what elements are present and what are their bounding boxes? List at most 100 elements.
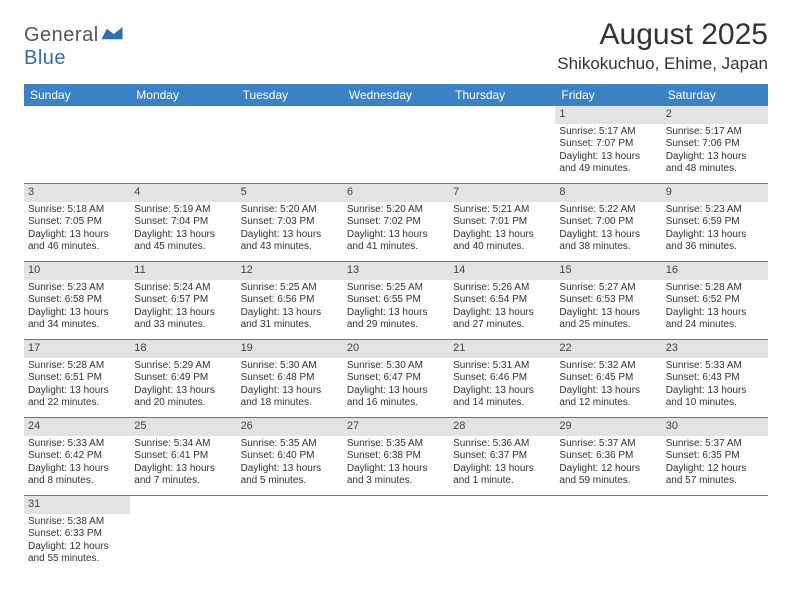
day-number: 2: [662, 106, 768, 124]
daylight-line: Daylight: 13 hours and 41 minutes.: [347, 229, 445, 254]
daylight-line: Daylight: 13 hours and 24 minutes.: [666, 307, 764, 332]
sunrise-line: Sunrise: 5:23 AM: [28, 282, 126, 295]
day-number: 8: [555, 184, 661, 202]
day-number: 4: [130, 184, 236, 202]
sunrise-line: Sunrise: 5:38 AM: [28, 516, 126, 529]
day-number: 27: [343, 418, 449, 436]
empty-cell: [555, 496, 661, 574]
day-number: 23: [662, 340, 768, 358]
day-cell: 12Sunrise: 5:25 AMSunset: 6:56 PMDayligh…: [237, 262, 343, 340]
sunset-line: Sunset: 7:04 PM: [134, 216, 232, 229]
sunrise-line: Sunrise: 5:28 AM: [28, 360, 126, 373]
day-number: 14: [449, 262, 555, 280]
sunset-line: Sunset: 6:33 PM: [28, 528, 126, 541]
weekday-header: Friday: [555, 84, 661, 106]
header: General Blue August 2025 Shikokuchuo, Eh…: [24, 18, 768, 74]
daylight-line: Daylight: 13 hours and 49 minutes.: [559, 151, 657, 176]
daylight-line: Daylight: 13 hours and 14 minutes.: [453, 385, 551, 410]
daylight-line: Daylight: 13 hours and 33 minutes.: [134, 307, 232, 332]
day-cell: 2Sunrise: 5:17 AMSunset: 7:06 PMDaylight…: [662, 106, 768, 184]
sunset-line: Sunset: 7:03 PM: [241, 216, 339, 229]
sunset-line: Sunset: 6:47 PM: [347, 372, 445, 385]
daylight-line: Daylight: 13 hours and 25 minutes.: [559, 307, 657, 332]
sunrise-line: Sunrise: 5:25 AM: [241, 282, 339, 295]
day-number: 13: [343, 262, 449, 280]
sunrise-line: Sunrise: 5:24 AM: [134, 282, 232, 295]
sunrise-line: Sunrise: 5:36 AM: [453, 438, 551, 451]
logo-part2: Blue: [24, 47, 66, 69]
location: Shikokuchuo, Ehime, Japan: [557, 54, 768, 74]
day-number: 24: [24, 418, 130, 436]
sunset-line: Sunset: 7:01 PM: [453, 216, 551, 229]
sunrise-line: Sunrise: 5:21 AM: [453, 204, 551, 217]
day-number: 15: [555, 262, 661, 280]
day-cell: 30Sunrise: 5:37 AMSunset: 6:35 PMDayligh…: [662, 418, 768, 496]
sunset-line: Sunset: 7:07 PM: [559, 138, 657, 151]
sunrise-line: Sunrise: 5:23 AM: [666, 204, 764, 217]
sunrise-line: Sunrise: 5:35 AM: [347, 438, 445, 451]
sunset-line: Sunset: 6:42 PM: [28, 450, 126, 463]
weekday-header: Sunday: [24, 84, 130, 106]
sunrise-line: Sunrise: 5:20 AM: [347, 204, 445, 217]
sunset-line: Sunset: 6:56 PM: [241, 294, 339, 307]
day-number: 18: [130, 340, 236, 358]
day-cell: 9 Sunrise: 5:23 AMSunset: 6:59 PMDaylight…: [662, 184, 768, 262]
sunset-line: Sunset: 6:45 PM: [559, 372, 657, 385]
sunset-line: Sunset: 7:02 PM: [347, 216, 445, 229]
sunrise-line: Sunrise: 5:33 AM: [666, 360, 764, 373]
day-number: 25: [130, 418, 236, 436]
day-number: 1: [555, 106, 661, 124]
sunrise-line: Sunrise: 5:18 AM: [28, 204, 126, 217]
sunset-line: Sunset: 7:00 PM: [559, 216, 657, 229]
sunrise-line: Sunrise: 5:19 AM: [134, 204, 232, 217]
sunset-line: Sunset: 6:40 PM: [241, 450, 339, 463]
day-cell: 24Sunrise: 5:33 AMSunset: 6:42 PMDayligh…: [24, 418, 130, 496]
day-cell: 1Sunrise: 5:17 AMSunset: 7:07 PMDaylight…: [555, 106, 661, 184]
month-title: August 2025: [557, 18, 768, 52]
day-cell: 21Sunrise: 5:31 AMSunset: 6:46 PMDayligh…: [449, 340, 555, 418]
daylight-line: Daylight: 13 hours and 22 minutes.: [28, 385, 126, 410]
sunset-line: Sunset: 6:54 PM: [453, 294, 551, 307]
day-number: 22: [555, 340, 661, 358]
empty-cell: [343, 106, 449, 184]
sunset-line: Sunset: 6:41 PM: [134, 450, 232, 463]
sunset-line: Sunset: 6:59 PM: [666, 216, 764, 229]
day-number: 11: [130, 262, 236, 280]
day-number: 30: [662, 418, 768, 436]
day-number: 6: [343, 184, 449, 202]
day-cell: 20Sunrise: 5:30 AMSunset: 6:47 PMDayligh…: [343, 340, 449, 418]
day-cell: 5Sunrise: 5:20 AMSunset: 7:03 PMDaylight…: [237, 184, 343, 262]
day-cell: 25Sunrise: 5:34 AMSunset: 6:41 PMDayligh…: [130, 418, 236, 496]
daylight-line: Daylight: 13 hours and 46 minutes.: [28, 229, 126, 254]
daylight-line: Daylight: 13 hours and 38 minutes.: [559, 229, 657, 254]
day-cell: 8Sunrise: 5:22 AMSunset: 7:00 PMDaylight…: [555, 184, 661, 262]
empty-cell: [237, 496, 343, 574]
day-number: 16: [662, 262, 768, 280]
day-cell: 6 Sunrise: 5:20 AMSunset: 7:02 PMDaylight…: [343, 184, 449, 262]
sunrise-line: Sunrise: 5:26 AM: [453, 282, 551, 295]
sunrise-line: Sunrise: 5:29 AM: [134, 360, 232, 373]
daylight-line: Daylight: 13 hours and 7 minutes.: [134, 463, 232, 488]
sunrise-line: Sunrise: 5:33 AM: [28, 438, 126, 451]
daylight-line: Daylight: 12 hours and 57 minutes.: [666, 463, 764, 488]
daylight-line: Daylight: 12 hours and 55 minutes.: [28, 541, 126, 566]
empty-cell: [237, 106, 343, 184]
day-number: 20: [343, 340, 449, 358]
day-number: 29: [555, 418, 661, 436]
day-cell: 10Sunrise: 5:23 AMSunset: 6:58 PMDayligh…: [24, 262, 130, 340]
title-block: August 2025 Shikokuchuo, Ehime, Japan: [557, 18, 768, 74]
sunset-line: Sunset: 6:55 PM: [347, 294, 445, 307]
daylight-line: Daylight: 13 hours and 36 minutes.: [666, 229, 764, 254]
sunset-line: Sunset: 6:38 PM: [347, 450, 445, 463]
day-cell: 15Sunrise: 5:27 AMSunset: 6:53 PMDayligh…: [555, 262, 661, 340]
day-number: 26: [237, 418, 343, 436]
day-number: 7: [449, 184, 555, 202]
sunrise-line: Sunrise: 5:30 AM: [241, 360, 339, 373]
day-number: 9: [662, 184, 768, 202]
logo-text: General Blue: [24, 24, 123, 70]
empty-cell: [662, 496, 768, 574]
calendar-grid: SundayMondayTuesdayWednesdayThursdayFrid…: [24, 84, 768, 574]
daylight-line: Daylight: 13 hours and 3 minutes.: [347, 463, 445, 488]
sunset-line: Sunset: 6:49 PM: [134, 372, 232, 385]
day-cell: 22Sunrise: 5:32 AMSunset: 6:45 PMDayligh…: [555, 340, 661, 418]
